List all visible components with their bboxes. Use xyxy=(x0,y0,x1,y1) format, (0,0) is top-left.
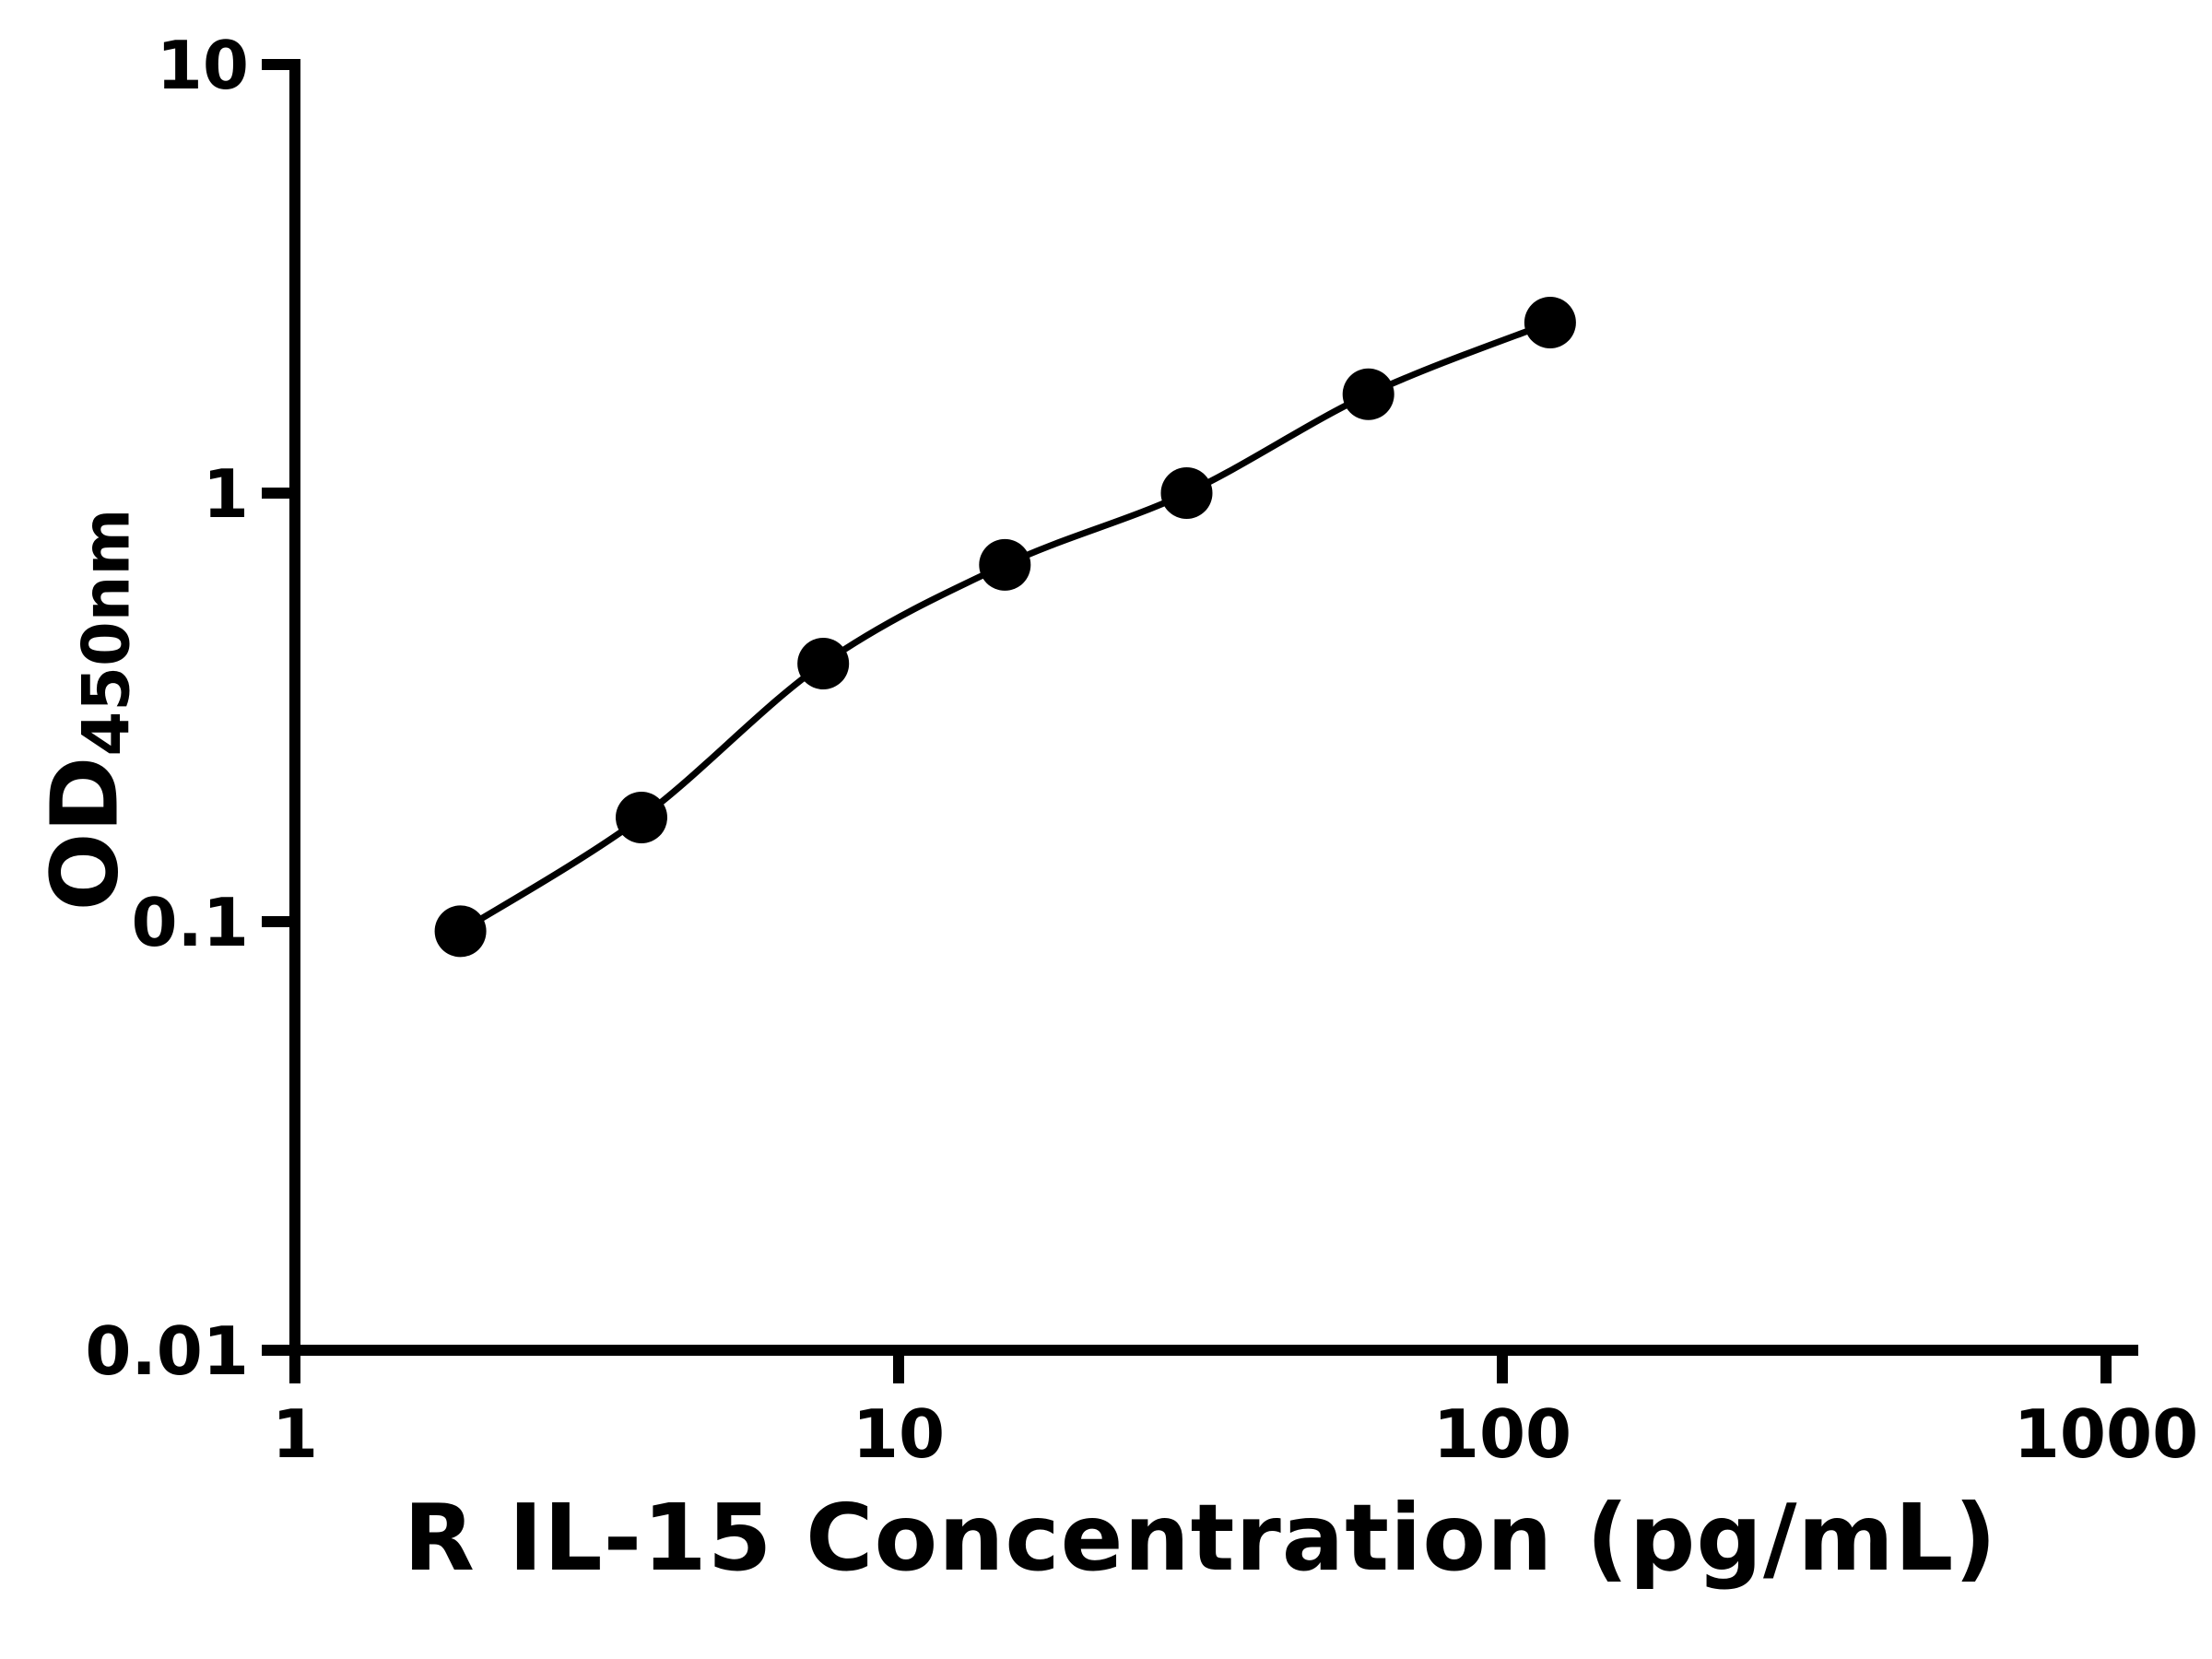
curve-line xyxy=(457,319,1554,935)
x-tick-label: 1 xyxy=(272,1395,318,1473)
data-point xyxy=(1160,467,1213,519)
x-axis-title: R IL-15 Concentration (pg/mL) xyxy=(403,1484,1998,1592)
y-tick-label: 10 xyxy=(157,27,249,104)
data-point xyxy=(797,638,850,689)
y-axis-title: OD450nm xyxy=(31,509,145,912)
data-point xyxy=(979,538,1031,591)
y-axis-title-subscript: 450nm xyxy=(68,508,145,757)
y-axis-title-main: OD xyxy=(30,756,139,912)
x-tick-label: 10 xyxy=(853,1395,945,1473)
y-tick-label: 1 xyxy=(203,455,249,533)
x-tick-label: 1000 xyxy=(2014,1395,2198,1473)
data-point xyxy=(434,905,487,958)
data-point xyxy=(1524,297,1576,348)
data-point xyxy=(1342,368,1394,420)
data-point xyxy=(616,792,667,843)
y-tick-label: 0.1 xyxy=(131,884,249,961)
x-tick-label: 100 xyxy=(1433,1395,1571,1473)
y-tick-label: 0.01 xyxy=(85,1312,249,1390)
